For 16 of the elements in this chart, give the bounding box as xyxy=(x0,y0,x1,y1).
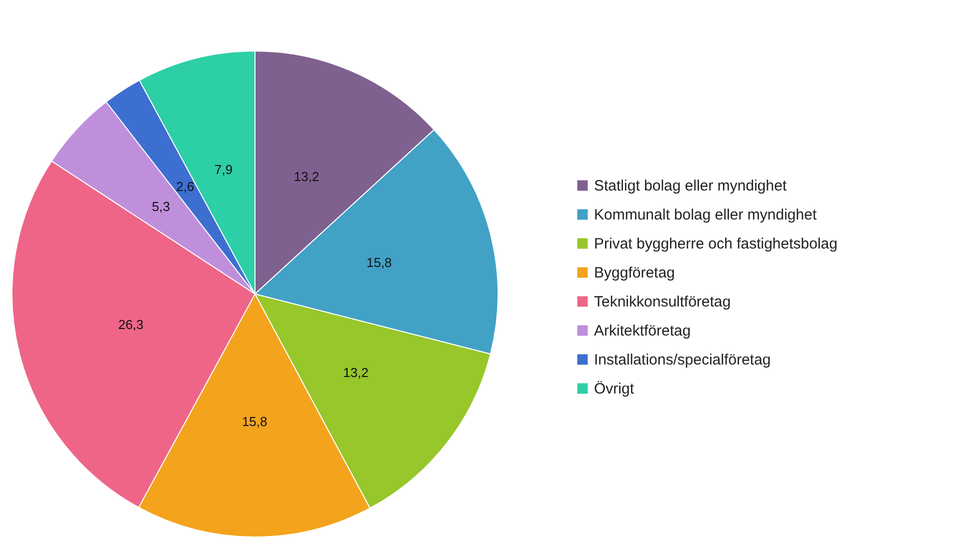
legend-label: Statligt bolag eller myndighet xyxy=(594,178,788,194)
legend-label: Privat byggherre och fastighetsbolag xyxy=(594,236,838,252)
legend-label: Övrigt xyxy=(594,380,635,398)
legend-label: Kommunalt bolag eller myndighet xyxy=(594,206,818,224)
legend-label: Arkitektföretag xyxy=(594,322,691,340)
data-label: 15,8 xyxy=(366,254,392,270)
data-label: 13,2 xyxy=(294,168,320,184)
data-label: 2,6 xyxy=(176,178,194,194)
legend-label: Teknikkonsultföretag xyxy=(594,294,731,310)
data-label: 5,3 xyxy=(152,199,170,214)
legend-label: Byggföretag xyxy=(594,264,675,282)
data-label: 26,3 xyxy=(118,317,144,332)
data-label: 15,8 xyxy=(242,414,268,429)
data-label: 13,2 xyxy=(343,364,368,380)
data-label: 7,9 xyxy=(214,162,233,177)
legend-label: Installations/specialföretag xyxy=(594,352,771,368)
